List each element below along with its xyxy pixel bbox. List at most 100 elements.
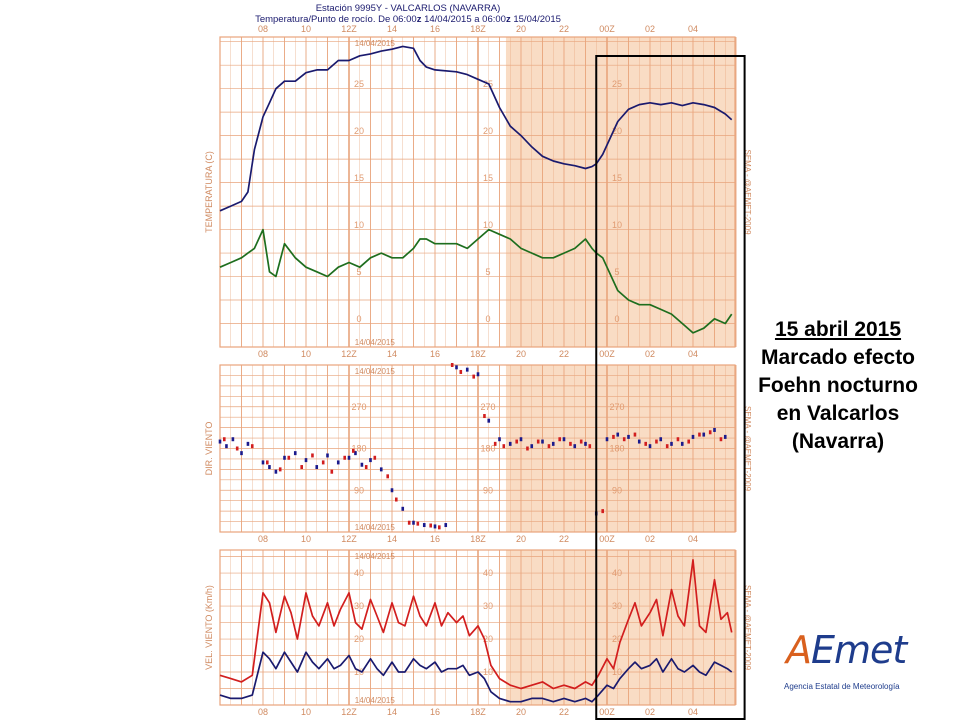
direction-point [493, 441, 497, 446]
direction-point [637, 439, 641, 444]
date-label-bottom: 14/04/2015 [355, 338, 396, 347]
direction-point [395, 497, 398, 502]
y-tick-label: 25 [612, 79, 622, 89]
direction-point [429, 523, 432, 528]
subtitle-z2: z [506, 14, 511, 25]
y-tick-label: 0 [356, 314, 361, 324]
direction-point [416, 521, 420, 526]
x-tick-label-bottom: 02 [645, 534, 655, 544]
direction-point [551, 441, 555, 446]
direction-point [713, 427, 716, 432]
direction-point [444, 523, 448, 528]
direction-point [336, 460, 340, 465]
direction-point [450, 363, 454, 367]
aemet-wordmark: AEmet [786, 628, 907, 672]
direction-point [708, 430, 712, 435]
direction-point [530, 444, 534, 449]
y-tick-label: 30 [612, 601, 622, 611]
x-tick-label-bottom: 20 [516, 534, 526, 544]
x-tick-label-bottom: 00Z [599, 534, 615, 544]
caption-line-5: (Navarra) [791, 430, 885, 453]
aemet-wordmark-a: A [786, 628, 812, 672]
direction-point [315, 465, 319, 470]
subtitle-pre: Temperatura/Punto de rocío. De 06:00 [255, 14, 417, 25]
x-tick-label-top: 10 [301, 24, 311, 34]
direction-point [601, 509, 604, 514]
x-tick-label-bottom: 08 [258, 707, 268, 717]
direction-point [330, 469, 334, 474]
direction-point [526, 446, 529, 451]
date-label-top: 14/04/2015 [355, 39, 396, 48]
date-label-bottom: 14/04/2015 [355, 523, 396, 532]
x-tick-label-top: 08 [258, 24, 268, 34]
y-axis-label: TEMPERATURA (C) [204, 151, 214, 233]
y-tick-label: 0 [485, 314, 490, 324]
x-tick-label-top: 18Z [470, 24, 486, 34]
chart-subtitle: Temperatura/Punto de rocío. De 06:00z 14… [255, 14, 561, 25]
x-tick-label-bottom: 08 [258, 534, 268, 544]
direction-point [250, 444, 254, 449]
y-tick-label: 5 [356, 267, 361, 277]
direction-point [274, 469, 278, 474]
direction-point [665, 444, 669, 449]
direction-point [622, 437, 626, 442]
direction-point [515, 439, 518, 444]
credit-label: SEMA - @AEMET-2009 [743, 149, 752, 235]
y-tick-label: 5 [614, 267, 619, 277]
x-tick-label-bottom: 14 [387, 349, 397, 359]
direction-point [588, 444, 592, 449]
y-tick-label: 20 [612, 126, 622, 136]
y-tick-label: 30 [483, 601, 493, 611]
direction-point [659, 437, 663, 442]
direction-point [670, 441, 673, 446]
caption-line-4: en Valcarlos [776, 402, 900, 425]
direction-point [648, 444, 652, 449]
y-tick-label: 20 [612, 634, 622, 644]
direction-point [287, 455, 291, 460]
y-tick-label: 20 [354, 634, 364, 644]
x-tick-label-bottom: 16 [430, 707, 440, 717]
direction-point [438, 525, 441, 530]
direction-point [347, 455, 351, 460]
y-tick-label: 0 [614, 314, 619, 324]
x-tick-label-bottom: 14 [387, 534, 397, 544]
direction-point [218, 439, 222, 444]
direction-point [225, 444, 228, 449]
aemet-wordmark-rest: Emet [811, 628, 907, 672]
y-tick-label: 10 [612, 667, 622, 677]
direction-point [655, 439, 658, 444]
caption-line-2: Marcado efecto [760, 346, 916, 369]
series-line [219, 45, 733, 212]
direction-point [579, 439, 583, 444]
direction-point [352, 448, 355, 453]
series-line [219, 228, 733, 334]
x-tick-label-top: 14 [387, 24, 397, 34]
y-tick-label: 270 [351, 402, 366, 412]
direction-point [508, 441, 512, 446]
direction-point [293, 451, 297, 456]
x-tick-label-top: 12Z [341, 24, 357, 34]
x-tick-label-bottom: 10 [301, 707, 311, 717]
credit-label: SEMA - @AEMET-2009 [743, 585, 752, 671]
caption: 15 abril 2015 Marcado efecto Foehn noctu… [738, 316, 938, 456]
direction-point [562, 437, 566, 442]
x-tick-label-bottom: 00Z [599, 707, 615, 717]
direction-point [407, 520, 411, 525]
direction-point [687, 439, 690, 444]
y-tick-label: 90 [354, 485, 364, 495]
direction-point [573, 444, 577, 449]
x-tick-label-bottom: 10 [301, 534, 311, 544]
y-tick-label: 20 [483, 126, 493, 136]
direction-point [459, 369, 463, 374]
direction-point [465, 367, 469, 372]
x-tick-label-top: 20 [516, 24, 526, 34]
y-axis-label: DIR. VIENTO [204, 422, 214, 476]
direction-point [321, 460, 325, 465]
y-tick-label: 15 [483, 173, 493, 183]
subtitle-post: 15/04/2015 [511, 14, 561, 25]
x-tick-label-bottom: 20 [516, 707, 526, 717]
direction-point [311, 453, 314, 458]
highlight-box [595, 55, 746, 720]
direction-point [304, 458, 308, 463]
x-tick-label-bottom: 22 [559, 534, 569, 544]
